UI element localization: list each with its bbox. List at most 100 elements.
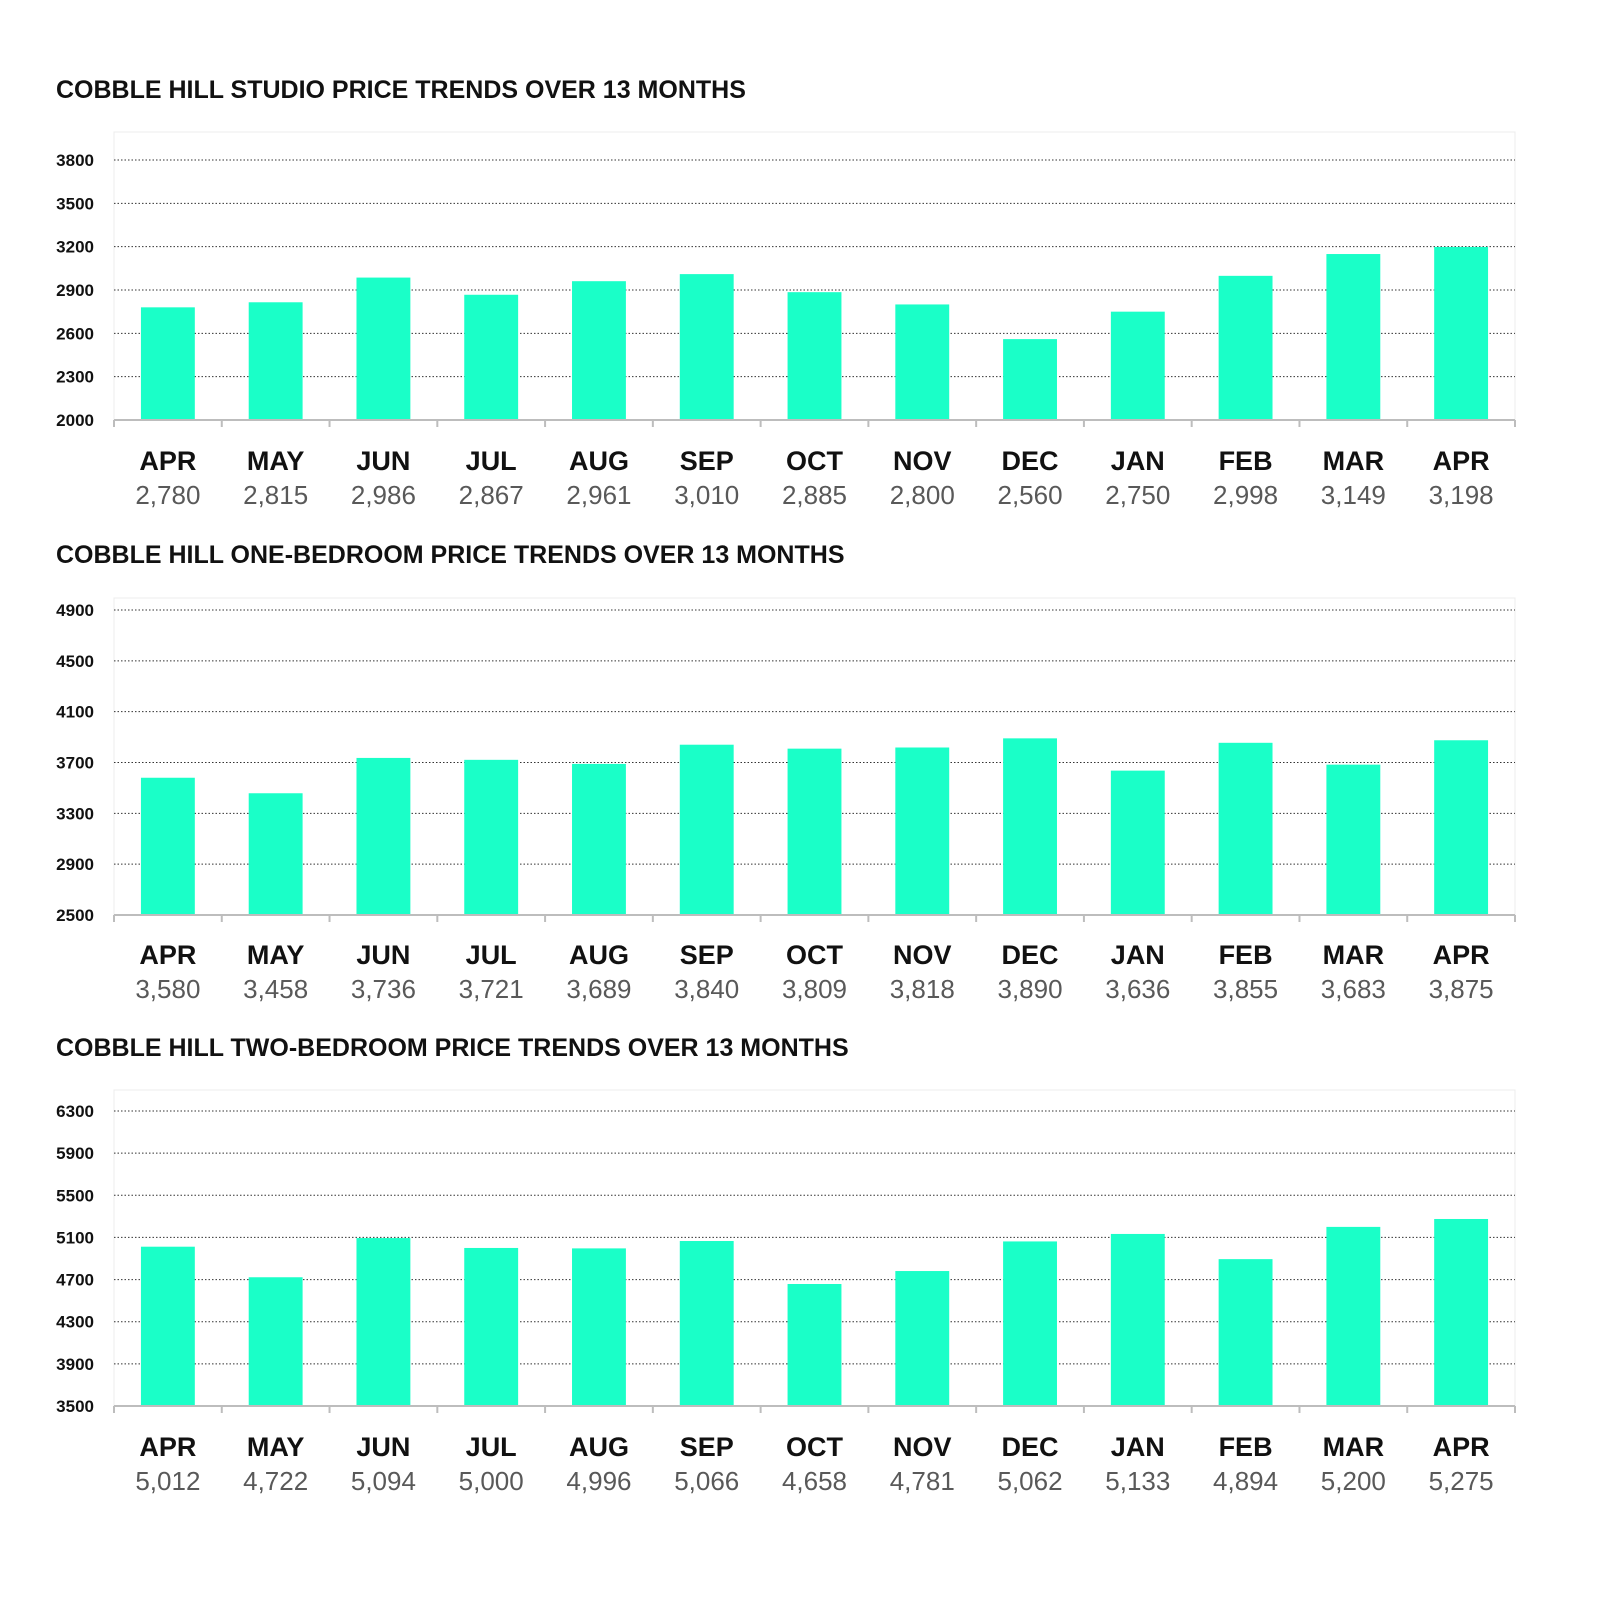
x-category-label: APR	[139, 446, 196, 476]
data-label: 4,781	[890, 1466, 955, 1496]
x-category-label: NOV	[893, 446, 952, 476]
x-category-label: APR	[1433, 940, 1490, 970]
data-label: 2,885	[782, 480, 847, 510]
data-label: 4,894	[1213, 1466, 1278, 1496]
data-label: 3,840	[674, 974, 739, 1004]
x-category-label: MAY	[247, 940, 305, 970]
data-label: 3,010	[674, 480, 739, 510]
bar-apr	[140, 1246, 195, 1406]
data-label: 2,961	[566, 480, 631, 510]
x-category-label: NOV	[893, 1432, 952, 1462]
bar-aug	[572, 1248, 626, 1406]
data-label: 3,875	[1429, 974, 1494, 1004]
data-label: 2,780	[135, 480, 200, 510]
data-label: 5,012	[135, 1466, 200, 1496]
bar-nov	[895, 747, 950, 915]
chart-title: COBBLE HILL STUDIO PRICE TRENDS OVER 13 …	[56, 76, 746, 104]
bar-sep	[679, 744, 734, 915]
y-tick-label: 3800	[56, 151, 94, 170]
data-label: 2,998	[1213, 480, 1278, 510]
data-label: 4,996	[566, 1466, 631, 1496]
bar-apr	[1434, 246, 1489, 420]
x-category-label: OCT	[786, 446, 844, 476]
y-tick-label: 5900	[56, 1144, 94, 1163]
x-category-label: SEP	[680, 446, 734, 476]
chart-title: COBBLE HILL TWO-BEDROOM PRICE TRENDS OVE…	[56, 1034, 849, 1062]
bar-dec	[1003, 738, 1057, 915]
x-category-label: JAN	[1111, 1432, 1165, 1462]
studio-bar-chart: 2000 2300 2600 2900 3200 3500 3800 APR 2,780 MAY 2…	[56, 131, 1516, 510]
data-label: 5,094	[351, 1466, 416, 1496]
bar-aug	[572, 763, 626, 915]
data-label: 2,560	[997, 480, 1062, 510]
y-tick-label: 4500	[56, 652, 94, 671]
y-tick-label: 3900	[56, 1355, 94, 1374]
data-label: 5,000	[459, 1466, 524, 1496]
data-label: 5,062	[997, 1466, 1062, 1496]
data-label: 3,580	[135, 974, 200, 1004]
bar-apr	[1434, 740, 1489, 915]
x-category-label: APR	[139, 940, 196, 970]
x-category-label: FEB	[1219, 1432, 1273, 1462]
bar-mar	[1326, 764, 1381, 915]
bar-apr	[1434, 1218, 1489, 1406]
bar-jan	[1110, 311, 1165, 420]
data-label: 2,986	[351, 480, 416, 510]
x-category-label: FEB	[1219, 940, 1273, 970]
y-tick-label: 5100	[56, 1228, 94, 1247]
data-label: 4,722	[243, 1466, 308, 1496]
x-category-label: DEC	[1002, 446, 1059, 476]
bar-feb	[1218, 1259, 1273, 1406]
two-bedroom-bar-chart: 3500 3900 4300 4700 5100 5500 5900 6300 APR 5,012…	[56, 1089, 1516, 1496]
bar-feb	[1218, 275, 1273, 420]
data-label: 5,200	[1321, 1466, 1386, 1496]
y-tick-label: 6300	[56, 1102, 94, 1121]
bar-sep	[679, 274, 734, 420]
data-label: 2,750	[1105, 480, 1170, 510]
bar-apr	[140, 307, 195, 420]
x-category-label: MAY	[247, 1432, 305, 1462]
bar-jul	[464, 1247, 519, 1406]
data-label: 5,275	[1429, 1466, 1494, 1496]
bar-jul	[464, 759, 519, 915]
x-category-label: OCT	[786, 940, 844, 970]
y-tick-label: 2300	[56, 368, 94, 387]
x-category-label: MAY	[247, 446, 305, 476]
x-category-label: MAR	[1323, 1432, 1385, 1462]
x-category-label: DEC	[1002, 940, 1059, 970]
y-tick-label: 2900	[56, 855, 94, 874]
y-tick-label: 4300	[56, 1313, 94, 1332]
data-label: 2,815	[243, 480, 308, 510]
x-category-label: MAR	[1323, 940, 1385, 970]
data-label: 2,867	[459, 480, 524, 510]
bar-mar	[1326, 254, 1381, 420]
bar-jun	[356, 1238, 411, 1406]
y-tick-label: 5500	[56, 1186, 94, 1205]
x-category-label: JUN	[356, 446, 410, 476]
data-label: 3,736	[351, 974, 416, 1004]
y-tick-label: 3500	[56, 194, 94, 213]
x-category-label: AUG	[569, 446, 629, 476]
bar-may	[248, 302, 303, 420]
data-label: 3,683	[1321, 974, 1386, 1004]
y-tick-label: 4100	[56, 703, 94, 722]
x-category-label: MAR	[1323, 446, 1385, 476]
data-label: 3,149	[1321, 480, 1386, 510]
y-tick-label: 2500	[56, 906, 94, 925]
data-label: 5,133	[1105, 1466, 1170, 1496]
data-label: 3,721	[459, 974, 524, 1004]
y-tick-label: 3300	[56, 804, 94, 823]
bar-dec	[1003, 339, 1057, 420]
bar-jun	[356, 757, 411, 915]
data-label: 3,198	[1429, 480, 1494, 510]
y-tick-label: 2000	[56, 411, 94, 430]
y-tick-label: 2600	[56, 324, 94, 343]
y-tick-label: 4700	[56, 1271, 94, 1290]
x-category-label: JUL	[466, 1432, 517, 1462]
x-category-label: JUN	[356, 1432, 410, 1462]
one-bedroom-bar-chart: 2500 2900 3300 3700 4100 4500 4900 APR 3,580 MAY 3…	[56, 597, 1516, 1004]
data-label: 3,890	[997, 974, 1062, 1004]
bar-oct	[787, 292, 842, 420]
bar-nov	[895, 304, 950, 420]
bar-aug	[572, 281, 626, 420]
